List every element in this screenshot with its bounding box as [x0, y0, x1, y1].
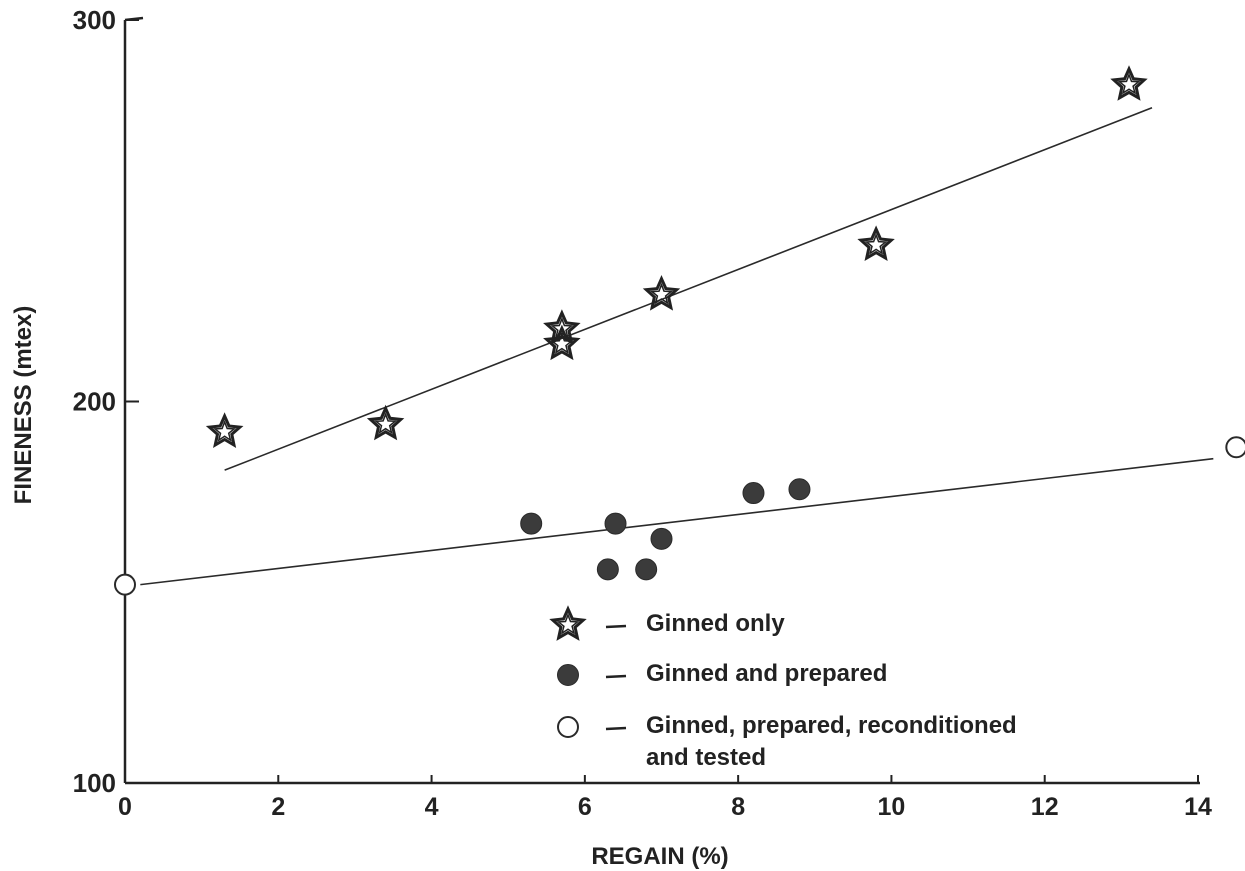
y-tick-label: 100 [73, 768, 116, 798]
star-point [642, 275, 681, 311]
legend-label: Ginned, prepared, reconditioned [646, 712, 1017, 739]
filled-circle-point [742, 482, 765, 505]
star-point [205, 412, 244, 449]
tick-labels: 0 2 4 6 8 10 12 14 100 200 300 [73, 5, 1212, 821]
legend-dash [605, 624, 627, 629]
open-circle-point [114, 573, 136, 596]
star-point [543, 324, 581, 361]
filled-circle-point [635, 558, 658, 581]
legend: Ginned only Ginned and prepared Ginned, pr… [549, 605, 1017, 771]
legend-label: Ginned only [646, 610, 785, 637]
x-tick-label: 0 [118, 793, 132, 821]
legend-marker-open-circle [557, 716, 579, 738]
star-point [1110, 65, 1148, 101]
axes [123, 16, 1200, 785]
x-tick-label: 8 [731, 793, 745, 821]
star-point-inner [1117, 72, 1141, 95]
star-point-inner [864, 233, 888, 255]
y-axis-title: FINENESS (mtex) [10, 306, 37, 505]
y-tick-label: 300 [73, 5, 116, 35]
star-point-inner [650, 282, 673, 305]
filled-circle-point [596, 558, 619, 581]
filled-circle-point [650, 527, 673, 550]
star-point-inner [213, 419, 237, 442]
filled-circle-point [604, 512, 627, 535]
x-tick-label: 4 [425, 793, 439, 821]
star-point [366, 404, 405, 441]
x-tick-label: 14 [1184, 793, 1212, 821]
legend-marker-filled-circle [557, 664, 579, 686]
trend-line-2 [140, 457, 1214, 586]
legend-label: and tested [646, 744, 766, 771]
x-tick-label: 12 [1031, 793, 1059, 821]
x-axis-title: REGAIN (%) [591, 843, 728, 870]
x-tick-label: 10 [878, 793, 906, 821]
legend-marker-star [549, 605, 587, 641]
legend-dash [605, 674, 627, 679]
x-tick-label: 6 [578, 793, 592, 821]
filled-circle-point [520, 512, 543, 535]
trend-lines [140, 106, 1214, 586]
filled-circle-point [788, 478, 811, 501]
data-points [114, 65, 1245, 596]
legend-dash [605, 726, 627, 731]
legend-marker-star-inner [556, 612, 580, 635]
y-tick-label: 200 [73, 387, 116, 417]
star-point [857, 225, 895, 261]
legend-label: Ginned and prepared [646, 660, 887, 687]
star-point-inner [374, 412, 398, 435]
open-circle-point [1225, 436, 1245, 459]
trend-line-1 [224, 106, 1153, 471]
x-tick-label: 2 [271, 793, 285, 821]
star-point-inner [550, 332, 574, 355]
star-point [543, 309, 581, 346]
